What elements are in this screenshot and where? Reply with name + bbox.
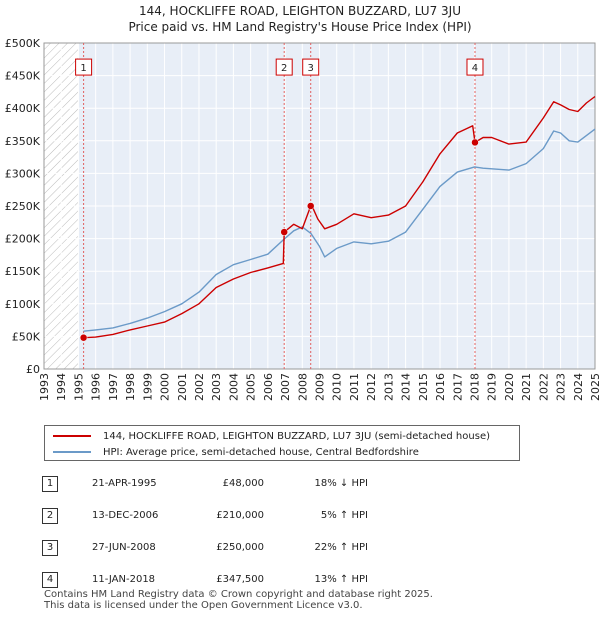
series-line-property bbox=[83, 95, 596, 339]
table-row: 1 21-APR-1995 £48,000 18% ↓ HPI bbox=[42, 474, 422, 494]
x-tick-label: 1998 bbox=[124, 373, 137, 401]
y-tick-label: £500K bbox=[5, 37, 41, 50]
sale-number-badge: 2 bbox=[42, 508, 58, 524]
x-tick-label: 2022 bbox=[537, 373, 550, 401]
x-tick-label: 2003 bbox=[210, 373, 223, 401]
table-row: 4 11-JAN-2018 £347,500 13% ↑ HPI bbox=[42, 570, 422, 590]
sale-number-box bbox=[302, 58, 320, 76]
sale-point bbox=[306, 202, 315, 210]
legend-label-hpi: HPI: Average price, semi-detached house,… bbox=[103, 446, 419, 458]
legend-swatch-hpi bbox=[53, 451, 91, 453]
x-tick-label: 1999 bbox=[141, 373, 154, 401]
series-line-hpi bbox=[83, 128, 596, 332]
footer-licence: This data is licensed under the Open Gov… bbox=[44, 600, 363, 611]
x-tick-label: 2019 bbox=[486, 373, 499, 401]
sale-number-badge: 3 bbox=[42, 540, 58, 556]
y-tick-label: £250K bbox=[5, 200, 41, 213]
y-tick-label: £150K bbox=[5, 265, 41, 278]
sale-price: £210,000 bbox=[216, 510, 264, 521]
x-tick-label: 1993 bbox=[38, 373, 51, 401]
sale-price: £250,000 bbox=[216, 542, 264, 553]
sale-number-label: 4 bbox=[472, 63, 478, 74]
plot-frame bbox=[43, 42, 596, 370]
chart-subtitle: Price paid vs. HM Land Registry's House … bbox=[128, 20, 472, 34]
x-tick-label: 2015 bbox=[417, 373, 430, 401]
y-tick-label: £100K bbox=[5, 298, 41, 311]
x-tick-label: 2009 bbox=[314, 373, 327, 401]
x-tick-label: 2008 bbox=[296, 373, 309, 401]
sale-price: £48,000 bbox=[222, 478, 264, 489]
table-row: 2 13-DEC-2006 £210,000 5% ↑ HPI bbox=[42, 506, 422, 526]
x-tick-label: 1996 bbox=[90, 373, 103, 401]
x-tick-label: 2021 bbox=[520, 373, 533, 401]
x-tick-label: 2017 bbox=[451, 373, 464, 401]
sale-number-label: 3 bbox=[308, 63, 314, 74]
y-tick-label: £0 bbox=[26, 363, 40, 376]
sale-hpi-diff: 13% ↑ HPI bbox=[314, 574, 368, 585]
sale-point bbox=[280, 228, 288, 236]
footer-copyright: Contains HM Land Registry data © Crown c… bbox=[44, 589, 433, 600]
x-tick-label: 2010 bbox=[331, 373, 344, 401]
x-tick-label: 2004 bbox=[227, 373, 240, 401]
x-tick-label: 2000 bbox=[159, 373, 172, 401]
x-tick-label: 1994 bbox=[55, 373, 68, 401]
legend: 144, HOCKLIFFE ROAD, LEIGHTON BUZZARD, L… bbox=[44, 425, 520, 461]
x-tick-label: 2007 bbox=[279, 373, 292, 401]
sale-point bbox=[79, 333, 88, 342]
x-tick-label: 2020 bbox=[503, 373, 516, 401]
sale-hpi-diff: 22% ↑ HPI bbox=[314, 542, 368, 553]
x-tick-label: 2025 bbox=[589, 373, 600, 401]
price-chart: £0 £50K £100K £150K £200K £250K £300K £350K £400… bbox=[5, 37, 600, 401]
y-tick-label: £200K bbox=[5, 233, 41, 246]
sale-number-box bbox=[275, 58, 293, 76]
footer: Contains HM Land Registry data © Crown c… bbox=[44, 589, 433, 611]
sale-price: £347,500 bbox=[216, 574, 264, 585]
sale-point bbox=[471, 138, 479, 147]
x-tick-label: 2001 bbox=[176, 373, 189, 401]
chart-title: 144, HOCKLIFFE ROAD, LEIGHTON BUZZARD, L… bbox=[139, 4, 461, 18]
legend-label-property: 144, HOCKLIFFE ROAD, LEIGHTON BUZZARD, L… bbox=[103, 430, 490, 442]
sale-hpi-diff: 5% ↑ HPI bbox=[320, 510, 368, 521]
sale-number-badge: 1 bbox=[42, 476, 58, 492]
y-tick-label: £450K bbox=[5, 70, 41, 83]
x-tick-label: 2011 bbox=[348, 373, 361, 401]
x-tick-label: 2012 bbox=[365, 373, 378, 401]
sale-number-box bbox=[466, 58, 484, 76]
sale-date: 21-APR-1995 bbox=[92, 478, 157, 489]
x-tick-label: 2002 bbox=[193, 373, 206, 401]
sale-date: 13-DEC-2006 bbox=[92, 510, 159, 521]
sale-number-box bbox=[75, 58, 93, 76]
x-tick-label: 1995 bbox=[72, 373, 85, 401]
x-tick-label: 2005 bbox=[245, 373, 258, 401]
y-tick-label: £300K bbox=[5, 167, 41, 180]
y-tick-label: £350K bbox=[5, 135, 41, 148]
x-tick-label: 2018 bbox=[468, 373, 481, 401]
x-tick-label: 2016 bbox=[434, 373, 447, 401]
sale-number-badge: 4 bbox=[42, 572, 58, 588]
legend-item-property: 144, HOCKLIFFE ROAD, LEIGHTON BUZZARD, L… bbox=[53, 428, 490, 444]
legend-swatch-property bbox=[53, 435, 91, 437]
sale-number-label: 1 bbox=[80, 63, 86, 74]
sale-date: 11-JAN-2018 bbox=[92, 574, 156, 585]
sale-date: 27-JUN-2008 bbox=[92, 542, 156, 553]
sale-hpi-diff: 18% ↓ HPI bbox=[314, 478, 368, 489]
x-tick-label: 1997 bbox=[107, 373, 120, 401]
x-tick-label: 2013 bbox=[382, 373, 395, 401]
x-tick-label: 2024 bbox=[572, 373, 585, 401]
table-row: 3 27-JUN-2008 £250,000 22% ↑ HPI bbox=[42, 538, 422, 558]
sale-number-label: 2 bbox=[281, 63, 287, 74]
x-tick-label: 2023 bbox=[555, 373, 568, 401]
y-tick-label: £50K bbox=[12, 330, 41, 343]
x-tick-label: 2006 bbox=[262, 373, 275, 401]
legend-item-hpi: HPI: Average price, semi-detached house,… bbox=[53, 444, 419, 460]
y-tick-label: £400K bbox=[5, 102, 41, 115]
x-tick-label: 2014 bbox=[400, 373, 413, 401]
